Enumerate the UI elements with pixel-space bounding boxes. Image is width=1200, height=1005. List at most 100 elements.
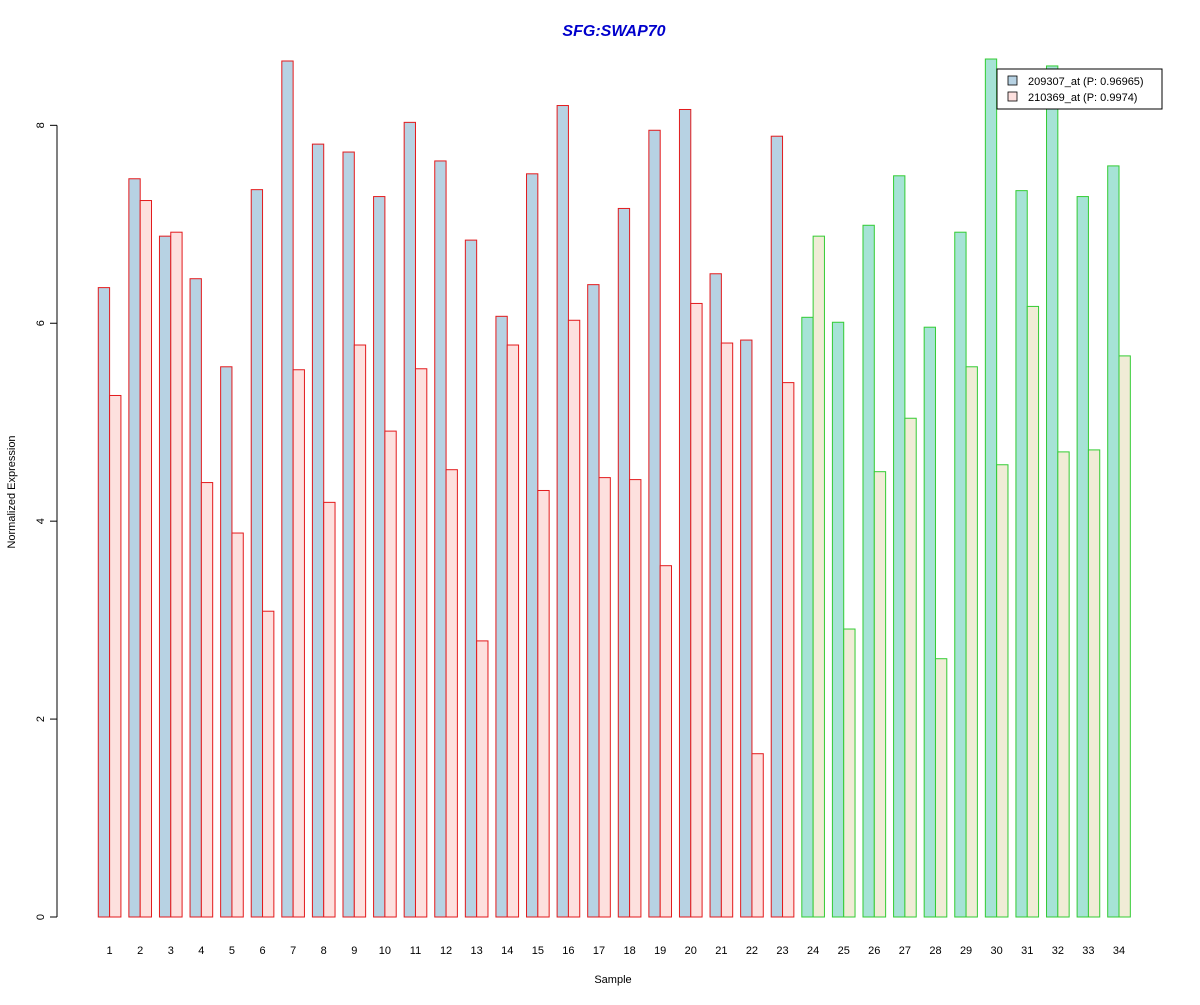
x-tick-label: 26	[868, 945, 880, 957]
bar-series1-sample-24	[801, 316, 814, 918]
bar-series1-sample-25	[831, 321, 845, 918]
x-axis-label: Sample	[594, 974, 631, 986]
bar-series2-sample-9	[353, 344, 367, 918]
bar-series1-sample-13	[464, 239, 478, 918]
x-tick-label: 3	[168, 945, 174, 957]
bar-series2-sample-4	[200, 482, 214, 918]
bar-series2-sample-21	[720, 342, 734, 918]
bar-series2-sample-33	[1087, 449, 1101, 918]
legend: 209307_at (P: 0.96965) 210369_at (P: 0.9…	[996, 68, 1163, 110]
x-tick-label: 31	[1021, 945, 1033, 957]
bar-series2-sample-19	[659, 565, 673, 918]
x-tick-label: 20	[685, 945, 697, 957]
bar-series1-sample-31	[1015, 190, 1028, 918]
legend-swatch-2	[1007, 91, 1018, 102]
x-tick-label: 14	[501, 945, 513, 957]
bar-series1-sample-9	[342, 151, 355, 918]
bar-series1-sample-1	[97, 287, 111, 918]
y-tick-label: 0	[35, 914, 47, 920]
x-tick-label: 24	[807, 945, 819, 957]
y-axis-label: Normalized Expression	[6, 435, 18, 548]
bar-series2-sample-22	[751, 753, 764, 918]
bar-series2-sample-20	[690, 302, 703, 918]
bar-series1-sample-21	[709, 273, 722, 918]
bar-series1-sample-26	[862, 224, 875, 918]
x-tick-label: 2	[137, 945, 143, 957]
x-tick-label: 1	[107, 945, 113, 957]
x-tick-label: 29	[960, 945, 972, 957]
x-tick-label: 30	[991, 945, 1003, 957]
x-tick-label: 28	[929, 945, 941, 957]
bar-series2-sample-6	[262, 610, 275, 918]
bar-series1-sample-17	[587, 284, 600, 918]
bar-series1-sample-6	[250, 189, 264, 918]
x-tick-labels: 1 2 3 4 5 6 7 8 9 10 11 12 13 14 15 16 17 18 19 20 21 22 23 24 2…	[107, 945, 1126, 957]
bar-series1-sample-14	[495, 315, 508, 918]
bar-series1-sample-12	[434, 160, 447, 918]
x-tick-label: 4	[198, 945, 204, 957]
bar-series2-sample-34	[1118, 355, 1131, 918]
y-tick-label: 6	[35, 320, 47, 326]
bar-series1-sample-5	[220, 366, 233, 918]
bar-series2-sample-3	[170, 231, 183, 918]
x-tick-label: 9	[351, 945, 357, 957]
x-tick-label: 22	[746, 945, 758, 957]
bar-series1-sample-7	[281, 60, 294, 918]
bars	[97, 58, 1131, 918]
bar-series1-sample-15	[526, 173, 539, 918]
x-tick-label: 6	[259, 945, 265, 957]
x-tick-label: 23	[776, 945, 788, 957]
bar-series2-sample-27	[904, 417, 917, 918]
bar-series2-sample-25	[843, 628, 856, 918]
bar-series1-sample-10	[373, 196, 386, 918]
bar-series1-sample-20	[678, 108, 692, 918]
bar-series1-sample-19	[648, 129, 661, 918]
x-tick-label: 13	[471, 945, 483, 957]
x-tick-label: 15	[532, 945, 544, 957]
bar-series2-sample-26	[873, 471, 887, 918]
y-tick-label: 4	[35, 518, 47, 524]
legend-label-2: 210369_at (P: 0.9974)	[1028, 92, 1137, 104]
bar-series2-sample-1	[109, 394, 122, 918]
bar-series2-sample-31	[1026, 305, 1040, 918]
x-tick-label: 7	[290, 945, 296, 957]
bar-series1-sample-34	[1107, 165, 1120, 918]
bar-series1-sample-30	[984, 58, 998, 918]
bar-series2-sample-29	[965, 366, 978, 918]
bar-series2-sample-30	[996, 464, 1009, 918]
bar-series1-sample-23	[770, 135, 784, 918]
bar-series1-sample-3	[158, 235, 172, 918]
bar-series2-sample-28	[934, 658, 948, 918]
x-tick-label: 12	[440, 945, 452, 957]
x-tick-label: 18	[623, 945, 635, 957]
bar-series2-sample-5	[231, 532, 244, 918]
legend-swatch-1	[1007, 75, 1018, 86]
x-tick-label: 34	[1113, 945, 1125, 957]
y-axis: 0 2 4 6 8	[35, 122, 58, 920]
bar-series1-sample-18	[617, 207, 631, 918]
bar-series1-sample-32	[1046, 65, 1059, 918]
x-tick-label: 21	[715, 945, 727, 957]
bar-series2-sample-32	[1057, 451, 1070, 918]
bar-series2-sample-18	[629, 479, 642, 918]
x-tick-label: 25	[838, 945, 850, 957]
bar-series2-sample-16	[567, 319, 581, 918]
bar-series2-sample-11	[414, 368, 428, 918]
bar-series2-sample-15	[537, 489, 550, 918]
legend-label-1: 209307_at (P: 0.96965)	[1028, 76, 1144, 88]
x-tick-label: 11	[410, 945, 421, 957]
x-tick-label: 32	[1052, 945, 1064, 957]
y-tick-label: 2	[35, 716, 47, 722]
x-tick-label: 10	[379, 945, 391, 957]
bar-series2-sample-14	[506, 344, 520, 918]
bar-series2-sample-23	[782, 382, 795, 918]
bar-series1-sample-27	[893, 175, 906, 918]
bar-series2-sample-8	[323, 501, 336, 918]
y-tick-label: 8	[35, 122, 47, 128]
x-tick-label: 5	[229, 945, 235, 957]
bar-series1-sample-22	[740, 339, 753, 918]
bar-series1-sample-11	[403, 121, 416, 918]
bar-series1-sample-29	[954, 231, 967, 918]
